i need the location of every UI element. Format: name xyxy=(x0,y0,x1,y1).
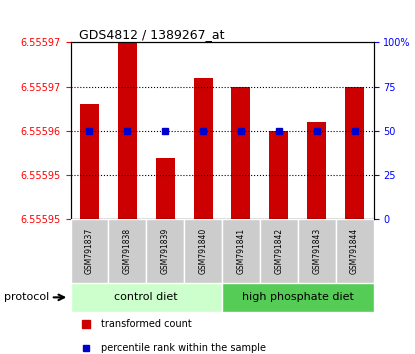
Text: control diet: control diet xyxy=(115,292,178,302)
Bar xyxy=(118,25,137,219)
Text: percentile rank within the sample: percentile rank within the sample xyxy=(101,343,266,353)
FancyBboxPatch shape xyxy=(298,219,336,283)
FancyBboxPatch shape xyxy=(146,219,184,283)
Text: GSM791842: GSM791842 xyxy=(274,228,283,274)
Text: GSM791838: GSM791838 xyxy=(123,228,132,274)
FancyBboxPatch shape xyxy=(260,219,298,283)
Bar xyxy=(80,104,99,219)
Bar xyxy=(345,87,364,219)
Bar xyxy=(232,87,250,219)
Text: protocol: protocol xyxy=(4,292,49,302)
Text: GSM791844: GSM791844 xyxy=(350,228,359,274)
FancyBboxPatch shape xyxy=(71,283,222,312)
Text: GSM791841: GSM791841 xyxy=(237,228,245,274)
Text: GDS4812 / 1389267_at: GDS4812 / 1389267_at xyxy=(79,28,225,41)
Text: high phosphate diet: high phosphate diet xyxy=(242,292,354,302)
FancyBboxPatch shape xyxy=(184,219,222,283)
FancyBboxPatch shape xyxy=(222,283,374,312)
Text: transformed count: transformed count xyxy=(101,319,192,329)
Bar xyxy=(307,122,326,219)
Bar xyxy=(194,78,212,219)
Text: GSM791839: GSM791839 xyxy=(161,228,170,274)
Text: GSM791840: GSM791840 xyxy=(199,228,208,274)
Text: GSM791843: GSM791843 xyxy=(312,228,321,274)
FancyBboxPatch shape xyxy=(336,219,374,283)
FancyBboxPatch shape xyxy=(71,219,108,283)
Bar xyxy=(156,158,175,219)
FancyBboxPatch shape xyxy=(222,219,260,283)
Text: GSM791837: GSM791837 xyxy=(85,228,94,274)
FancyBboxPatch shape xyxy=(108,219,146,283)
Bar xyxy=(269,131,288,219)
